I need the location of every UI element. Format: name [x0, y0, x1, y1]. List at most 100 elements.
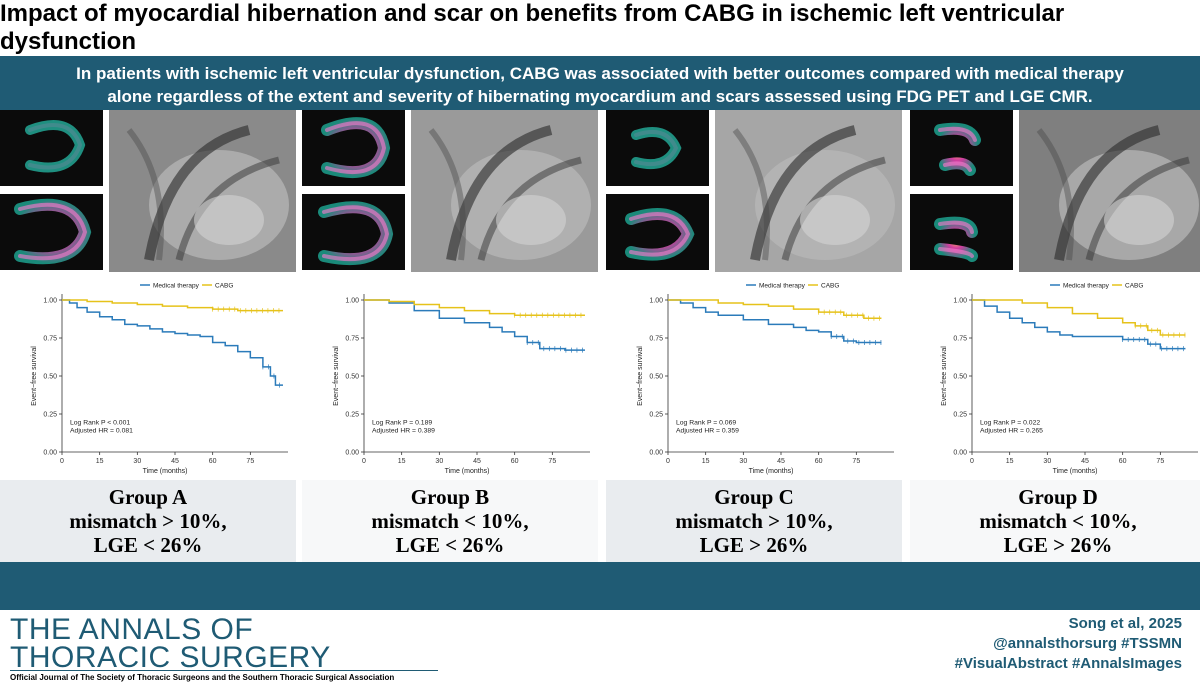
legend-label-medical: Medical therapy — [759, 283, 806, 290]
y-tick-label: 0.75 — [43, 336, 57, 343]
series-line-medical — [972, 299, 1186, 350]
group-label-line-3: LGE > 26% — [1003, 533, 1113, 557]
chart-legend: Medical therapy CABG — [1050, 283, 1143, 290]
y-tick-label: 0.00 — [345, 450, 359, 457]
y-tick-label: 0.75 — [345, 336, 359, 343]
x-axis-label: Time (months) — [143, 468, 188, 475]
summary-line-1: In patients with ischemic left ventricul… — [76, 64, 1124, 83]
x-tick-label: 45 — [473, 458, 481, 465]
x-axis-label: Time (months) — [1053, 468, 1098, 475]
x-tick-label: 30 — [435, 458, 443, 465]
image-row — [910, 110, 1200, 272]
series-line-cabg — [972, 299, 1186, 336]
x-tick-label: 75 — [548, 458, 556, 465]
group-label-line-2: mismatch > 10%, — [69, 509, 227, 533]
hr-annotation: Adjusted HR = 0.389 — [372, 428, 435, 435]
y-axis-label: Event−free survival — [637, 346, 644, 406]
hr-annotation: Adjusted HR = 0.359 — [676, 428, 739, 435]
cmr-image — [1019, 110, 1200, 272]
pet-image-rest — [302, 110, 405, 186]
image-row — [0, 110, 296, 272]
y-tick-label: 1.00 — [953, 298, 967, 305]
image-row — [606, 110, 902, 272]
credits: Song et al, 2025 @annalsthorsurg #TSSMN … — [955, 614, 1182, 674]
logrank-annotation: Log Rank P = 0.022 — [980, 420, 1040, 427]
legend-label-cabg: CABG — [821, 283, 839, 290]
logrank-annotation: Log Rank P < 0.001 — [70, 420, 130, 427]
x-tick-label: 30 — [1043, 458, 1051, 465]
legend-label-medical: Medical therapy — [153, 283, 200, 290]
x-tick-label: 60 — [511, 458, 519, 465]
km-chart-svg: Medical therapy CABG 0.00 0.25 0.50 0.75 1.00 0… — [941, 283, 1198, 475]
x-tick-label: 15 — [398, 458, 406, 465]
cmr-image — [411, 110, 598, 272]
y-tick-label: 0.25 — [43, 412, 57, 419]
logrank-annotation: Log Rank P = 0.189 — [372, 420, 432, 427]
pet-image-fdg — [910, 194, 1013, 270]
series-line-medical — [668, 299, 882, 344]
group-label-line-1: Group D — [1018, 485, 1098, 509]
km-chart: Medical therapy CABG 0.00 0.25 0.50 0.75 1.00 0… — [0, 272, 296, 480]
x-tick-label: 0 — [666, 458, 670, 465]
y-tick-label: 0.25 — [649, 412, 663, 419]
x-tick-label: 75 — [1156, 458, 1164, 465]
summary-banner: In patients with ischemic left ventricul… — [0, 56, 1200, 110]
journal-name-line-1: THE ANNALS OF — [10, 613, 254, 646]
series-line-medical — [364, 299, 585, 351]
x-tick-label: 45 — [171, 458, 179, 465]
x-tick-label: 75 — [852, 458, 860, 465]
pet-image-rest — [606, 110, 709, 186]
x-tick-label: 60 — [815, 458, 823, 465]
pet-image-fdg — [0, 194, 103, 270]
x-tick-label: 75 — [246, 458, 254, 465]
x-axis-label: Time (months) — [445, 468, 490, 475]
km-chart: Medical therapy CABG 0.00 0.25 0.50 0.75 1.00 0… — [606, 272, 902, 480]
x-tick-label: 0 — [970, 458, 974, 465]
x-tick-label: 60 — [209, 458, 217, 465]
y-tick-label: 0.50 — [953, 374, 967, 381]
pet-image-rest — [910, 110, 1013, 186]
y-tick-label: 1.00 — [649, 298, 663, 305]
pet-image-fdg — [302, 194, 405, 270]
panel-group-c: Medical therapy CABG 0.00 0.25 0.50 0.75 1.00 0… — [606, 110, 902, 562]
chart-legend: Medical therapy CABG — [140, 283, 233, 290]
legend-label-medical: Medical therapy — [1063, 283, 1110, 290]
x-tick-label: 45 — [1081, 458, 1089, 465]
group-label-line-2: mismatch < 10%, — [979, 509, 1137, 533]
x-tick-label: 0 — [362, 458, 366, 465]
panel-group-b: 0.00 0.25 0.50 0.75 1.00 0 15 30 45 60 75 Time (mon… — [302, 110, 598, 562]
group-label-line-3: LGE < 26% — [93, 533, 203, 557]
y-axis-label: Event−free survival — [941, 346, 948, 406]
x-tick-label: 60 — [1119, 458, 1127, 465]
y-tick-label: 0.25 — [953, 412, 967, 419]
x-tick-label: 15 — [702, 458, 710, 465]
journal-divider — [10, 670, 438, 671]
y-tick-label: 0.25 — [345, 412, 359, 419]
series-line-medical — [62, 299, 283, 386]
journal-name-line-2: THORACIC SURGERY — [10, 641, 331, 674]
pet-image-rest — [0, 110, 103, 186]
legend-label-cabg: CABG — [1125, 283, 1143, 290]
image-row — [302, 110, 598, 272]
cmr-image — [109, 110, 296, 272]
page-title: Impact of myocardial hibernation and sca… — [0, 0, 1065, 55]
journal-subtitle: Official Journal of The Society of Thora… — [10, 673, 395, 682]
y-tick-label: 0.00 — [953, 450, 967, 457]
citation: Song et al, 2025 — [1068, 615, 1182, 632]
social-handle: @annalsthorsurg #TSSMN — [993, 635, 1182, 652]
y-tick-label: 0.00 — [649, 450, 663, 457]
x-tick-label: 0 — [60, 458, 64, 465]
x-tick-label: 30 — [133, 458, 141, 465]
hr-annotation: Adjusted HR = 0.081 — [70, 428, 133, 435]
panel-group-d: Medical therapy CABG 0.00 0.25 0.50 0.75 1.00 0… — [910, 110, 1200, 562]
series-line-cabg — [364, 299, 585, 316]
y-tick-label: 0.75 — [649, 336, 663, 343]
x-tick-label: 15 — [96, 458, 104, 465]
y-tick-label: 0.00 — [43, 450, 57, 457]
y-tick-label: 0.50 — [649, 374, 663, 381]
group-label-line-2: mismatch > 10%, — [675, 509, 833, 533]
